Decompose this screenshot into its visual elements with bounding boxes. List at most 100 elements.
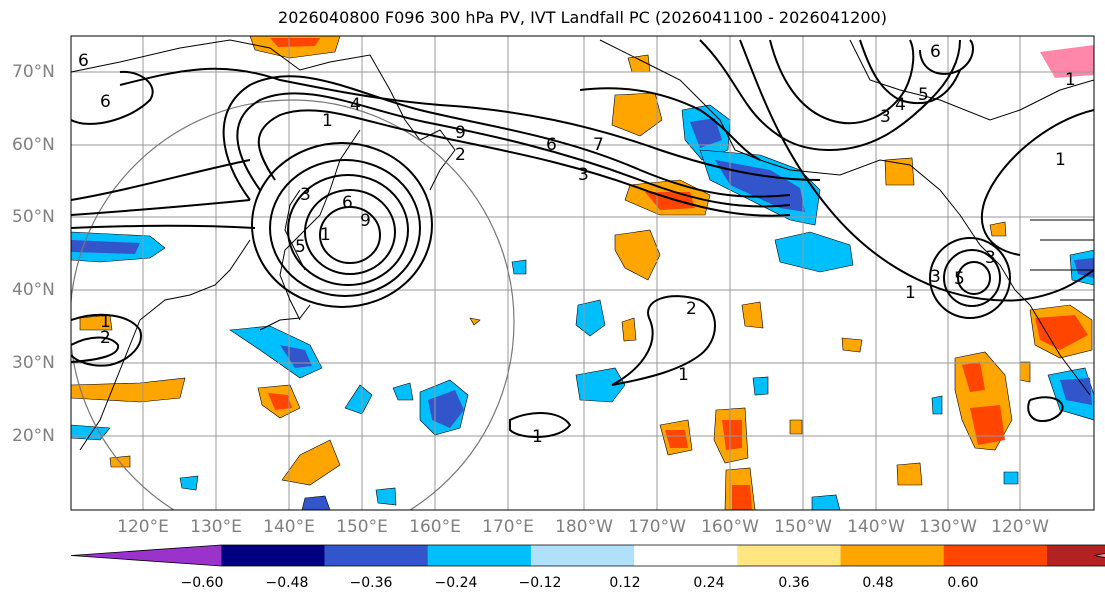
shade-patch xyxy=(375,487,397,506)
contour-line xyxy=(257,109,791,217)
contour-line xyxy=(769,39,915,125)
pv-contours xyxy=(71,39,1094,438)
contour-label: 5 xyxy=(295,237,306,257)
contour-label: 5 xyxy=(918,85,929,105)
shade-patch xyxy=(732,485,752,510)
colorbar-extend-low xyxy=(71,545,222,566)
colorbar-swatch xyxy=(634,545,738,566)
contour-line xyxy=(1027,396,1064,422)
shade-patch xyxy=(428,390,464,428)
contour-line xyxy=(579,87,761,161)
contour-label: 1 xyxy=(905,283,916,303)
landfall-radius-circle xyxy=(71,99,515,510)
shade-patch xyxy=(931,395,943,415)
contour-line xyxy=(71,336,120,363)
shade-patch xyxy=(722,420,742,450)
contour-line xyxy=(943,249,1001,307)
colorbar-tick-label: 0.12 xyxy=(609,575,641,591)
contour-line xyxy=(957,261,991,295)
shade-patch xyxy=(1035,315,1088,350)
shade-patch xyxy=(789,419,803,435)
contour-line xyxy=(269,159,421,297)
contour-line xyxy=(509,412,572,438)
contour-label: 1 xyxy=(678,365,689,385)
contour-line xyxy=(699,39,961,152)
contour-label: 1 xyxy=(1065,70,1076,90)
lon-label: 160°E xyxy=(409,517,461,537)
contour-line xyxy=(71,70,154,125)
contour-line xyxy=(71,159,251,201)
shade-patch xyxy=(665,430,688,448)
lon-label: 140°W xyxy=(847,517,905,537)
contour-label: 1 xyxy=(1055,150,1066,170)
contour-line xyxy=(236,92,791,208)
shade-patch xyxy=(1060,378,1092,405)
contour-label: 4 xyxy=(895,95,906,115)
contour-line xyxy=(739,39,1094,302)
contour-line xyxy=(71,199,251,216)
colorbar-swatch xyxy=(530,545,635,566)
lat-label-70n: 70°N xyxy=(12,62,55,82)
contour-line xyxy=(304,189,396,275)
shade-patch xyxy=(79,314,113,331)
lon-label: 180°W xyxy=(555,517,613,537)
colorbar-swatch xyxy=(221,545,325,566)
shade-patch xyxy=(614,229,661,281)
colorbar-swatch xyxy=(427,545,532,566)
colorbar-outline xyxy=(70,544,1105,567)
colorbar-swatch xyxy=(840,545,945,566)
colorbar-tick-label: −0.60 xyxy=(180,575,224,591)
shade-patch xyxy=(1003,471,1019,485)
shade-patch xyxy=(752,376,769,396)
shade-patch xyxy=(774,231,854,273)
contour-line xyxy=(611,295,716,386)
contour-label: 6 xyxy=(546,135,557,155)
lon-label: 150°W xyxy=(774,517,832,537)
contour-line xyxy=(71,224,256,229)
lon-label: 140°E xyxy=(263,517,315,537)
shade-patch xyxy=(280,345,312,368)
lon-label: 120°E xyxy=(117,517,169,537)
contour-label: 9 xyxy=(455,123,466,143)
contour-label: 1 xyxy=(532,427,543,447)
contour-label: 6 xyxy=(78,51,89,71)
contour-line xyxy=(287,174,409,286)
graticule xyxy=(71,36,1094,510)
colorbar-tick-label: 0.24 xyxy=(693,575,725,591)
colorbar-tick-label: −0.36 xyxy=(349,575,393,591)
contour-label: 6 xyxy=(930,42,941,62)
contour-label: 3 xyxy=(300,185,311,205)
coastlines xyxy=(71,39,1094,451)
lat-label-40n: 40°N xyxy=(12,280,55,300)
contour-label: 9 xyxy=(360,211,371,231)
contour-label: 3 xyxy=(578,165,589,185)
shade-patch xyxy=(1019,361,1031,383)
contour-label: 6 xyxy=(342,193,353,213)
shade-patch xyxy=(896,462,923,486)
shade-patch xyxy=(71,424,111,441)
contour-line xyxy=(980,109,1094,256)
shade-patch xyxy=(575,299,606,337)
shade-patch xyxy=(575,367,626,403)
colorbar-swatch xyxy=(324,545,429,566)
shade-patch xyxy=(715,160,805,212)
contour-label: 2 xyxy=(455,145,466,165)
shade-patch xyxy=(741,301,764,329)
colorbar-swatch xyxy=(737,545,842,566)
lon-label: 170°W xyxy=(628,517,686,537)
shade-patch xyxy=(841,337,863,353)
shade-patch xyxy=(301,495,331,510)
lat-label-60n: 60°N xyxy=(12,135,55,155)
colorbar-swatch xyxy=(943,545,1048,566)
colorbar-tick-label: 0.48 xyxy=(862,575,894,591)
lat-label-30n: 30°N xyxy=(12,353,55,373)
lon-label: 170°E xyxy=(482,517,534,537)
contour-label: 3 xyxy=(930,267,941,287)
contour-line xyxy=(859,39,961,105)
contour-label: 2 xyxy=(100,328,111,348)
contour-line xyxy=(251,142,433,308)
contour-label: 3 xyxy=(880,107,891,127)
colorbar-tick-label: 0.36 xyxy=(778,575,810,591)
shade-patch xyxy=(511,259,527,275)
